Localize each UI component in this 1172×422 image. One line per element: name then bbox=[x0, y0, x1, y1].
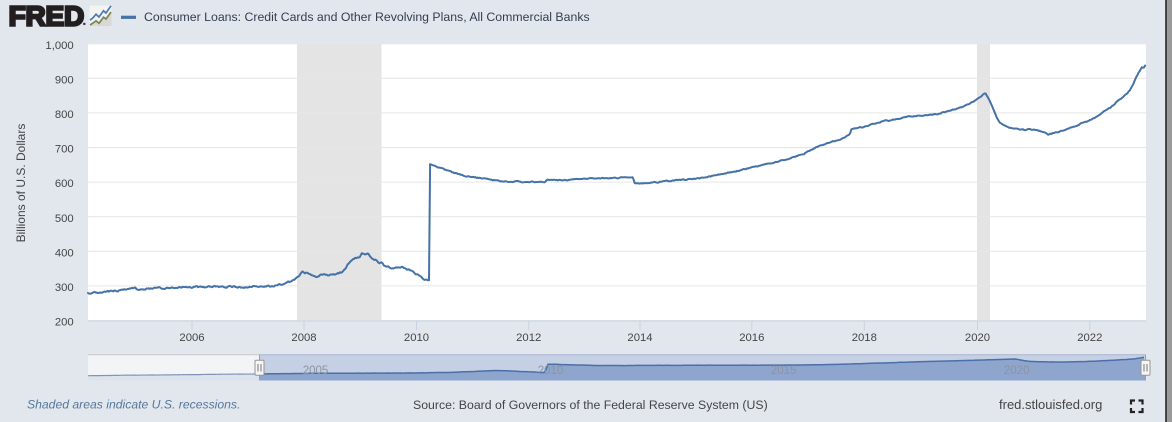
svg-text:2016: 2016 bbox=[739, 332, 764, 344]
svg-text:2020: 2020 bbox=[1004, 365, 1030, 377]
svg-text:fred.stlouisfed.org: fred.stlouisfed.org bbox=[999, 397, 1102, 412]
svg-text:2014: 2014 bbox=[627, 332, 652, 344]
svg-text:700: 700 bbox=[55, 144, 74, 156]
svg-text:2010: 2010 bbox=[404, 332, 429, 344]
svg-text:600: 600 bbox=[55, 178, 74, 190]
svg-text:500: 500 bbox=[55, 213, 74, 225]
svg-text:1,000: 1,000 bbox=[45, 40, 73, 52]
svg-text:2008: 2008 bbox=[291, 332, 316, 344]
svg-text:FRED: FRED bbox=[9, 0, 84, 31]
svg-text:Source: Board of Governors of: Source: Board of Governors of the Federa… bbox=[413, 398, 768, 412]
svg-text:2010: 2010 bbox=[538, 365, 564, 377]
svg-text:Consumer Loans: Credit Cards a: Consumer Loans: Credit Cards and Other R… bbox=[144, 10, 590, 24]
svg-text:Shaded areas indicate U.S. rec: Shaded areas indicate U.S. recessions. bbox=[27, 398, 240, 412]
svg-text:2018: 2018 bbox=[852, 332, 877, 344]
svg-text:300: 300 bbox=[55, 282, 74, 294]
svg-text:2020: 2020 bbox=[965, 332, 990, 344]
svg-text:200: 200 bbox=[55, 317, 74, 329]
svg-text:Billions of U.S. Dollars: Billions of U.S. Dollars bbox=[14, 124, 28, 243]
svg-text:400: 400 bbox=[55, 247, 74, 259]
svg-text:900: 900 bbox=[55, 74, 74, 86]
svg-text:2005: 2005 bbox=[303, 365, 329, 377]
svg-text:2022: 2022 bbox=[1077, 332, 1102, 344]
svg-text:2015: 2015 bbox=[771, 365, 797, 377]
svg-text:2006: 2006 bbox=[179, 332, 204, 344]
svg-text:800: 800 bbox=[55, 109, 74, 121]
svg-text:2012: 2012 bbox=[516, 332, 541, 344]
